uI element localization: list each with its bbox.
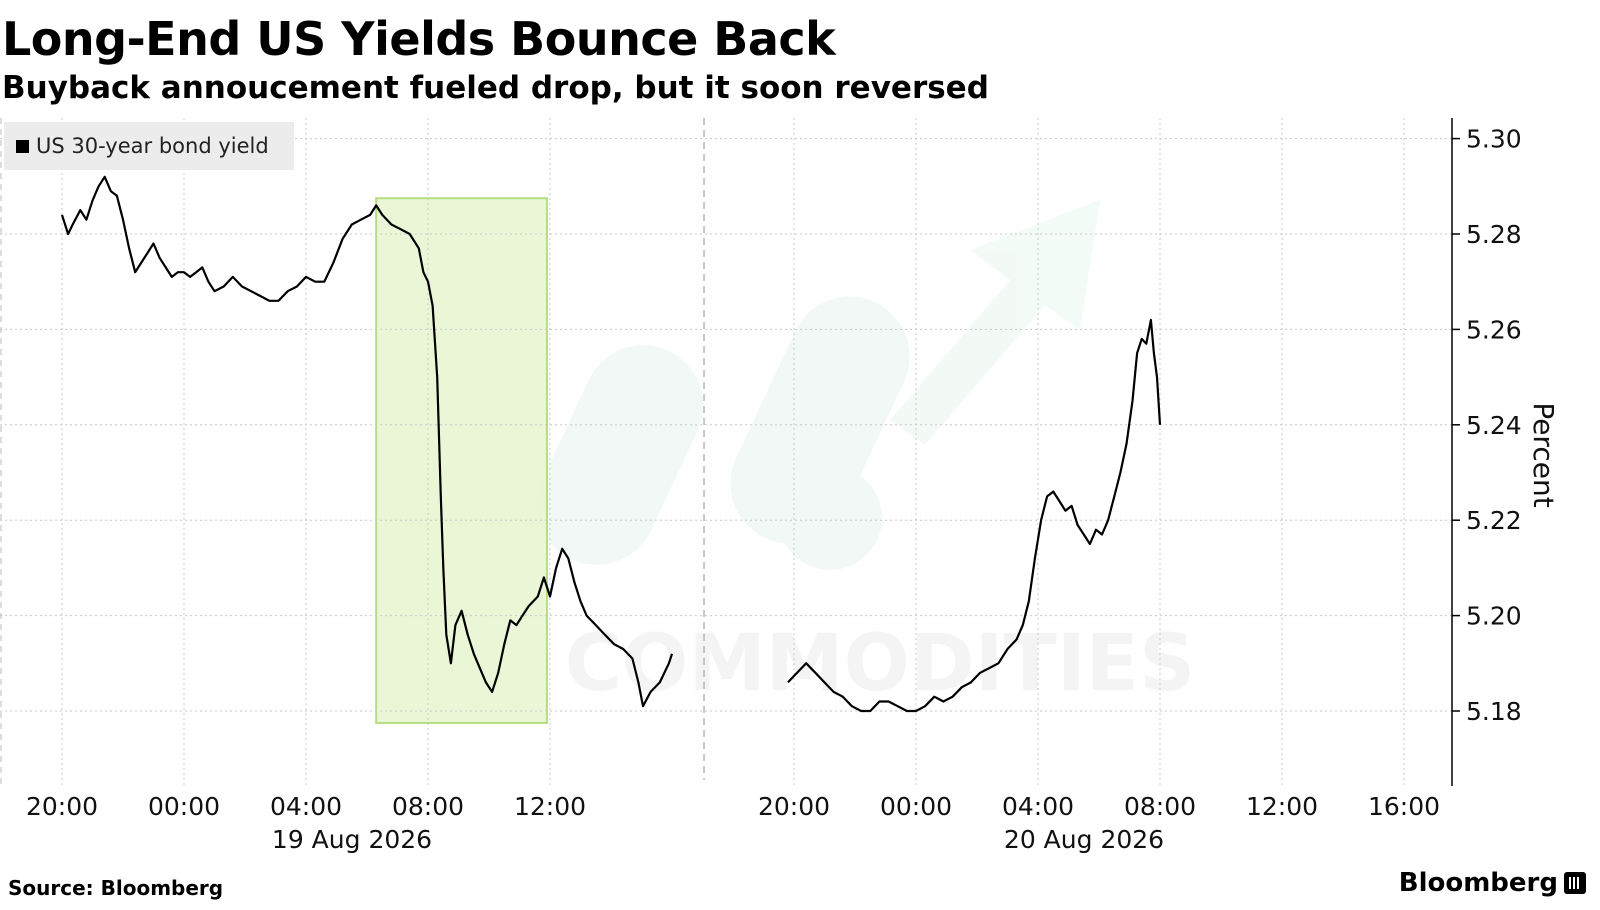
chart-canvas: COMMODITIES 5.18 5.20 5.22 5.24 5.26 5.28 5.30… <box>0 118 1560 854</box>
watermark-bar-1 <box>536 345 704 565</box>
watermark-dot <box>778 466 882 570</box>
source-note: Source: Bloomberg <box>8 876 224 900</box>
x-tick-label: 04:00 <box>1002 792 1074 821</box>
x-tick-label: 04:00 <box>270 792 342 821</box>
y-tick-label: 5.22 <box>1466 506 1522 535</box>
x-date-label: 19 Aug 2026 <box>272 825 432 854</box>
x-tick-label: 08:00 <box>1124 792 1196 821</box>
x-tick-label: 12:00 <box>514 792 586 821</box>
legend-swatch <box>16 140 29 153</box>
watermark-bar-2 <box>730 296 910 544</box>
y-tick-label: 5.20 <box>1466 602 1522 631</box>
x-tick-label: 12:00 <box>1246 792 1318 821</box>
bloomberg-logo: Bloomberg <box>1399 868 1586 898</box>
x-tick-label: 20:00 <box>26 792 98 821</box>
highlight-region <box>375 197 548 724</box>
x-tick-label: 20:00 <box>758 792 830 821</box>
y-tick-label: 5.26 <box>1466 315 1522 344</box>
series-line <box>787 318 1162 713</box>
chart-title: Long-End US Yields Bounce Back <box>2 12 836 66</box>
y-tick-label: 5.28 <box>1466 220 1522 249</box>
legend: US 30-year bond yield <box>4 122 294 170</box>
x-date-label: 20 Aug 2026 <box>1004 825 1164 854</box>
legend-box <box>4 122 294 170</box>
terminal-icon <box>1564 872 1586 894</box>
watermark: COMMODITIES <box>536 200 1196 709</box>
x-tick-label: 16:00 <box>1368 792 1440 821</box>
chart-subtitle: Buyback annoucement fueled drop, but it … <box>2 70 989 106</box>
bloomberg-wordmark: Bloomberg <box>1398 868 1558 898</box>
watermark-arrow <box>890 200 1100 445</box>
x-tick-label: 00:00 <box>880 792 952 821</box>
legend-label: US 30-year bond yield <box>36 134 269 158</box>
y-axis-label: Percent <box>1527 402 1560 507</box>
x-tick-label: 00:00 <box>148 792 220 821</box>
x-tick-label: 08:00 <box>392 792 464 821</box>
series-line <box>60 175 674 708</box>
y-tick-label: 5.30 <box>1466 125 1522 154</box>
watermark-text: COMMODITIES <box>565 619 1196 709</box>
y-tick-label: 5.18 <box>1466 697 1522 726</box>
y-tick-label: 5.24 <box>1466 411 1522 440</box>
